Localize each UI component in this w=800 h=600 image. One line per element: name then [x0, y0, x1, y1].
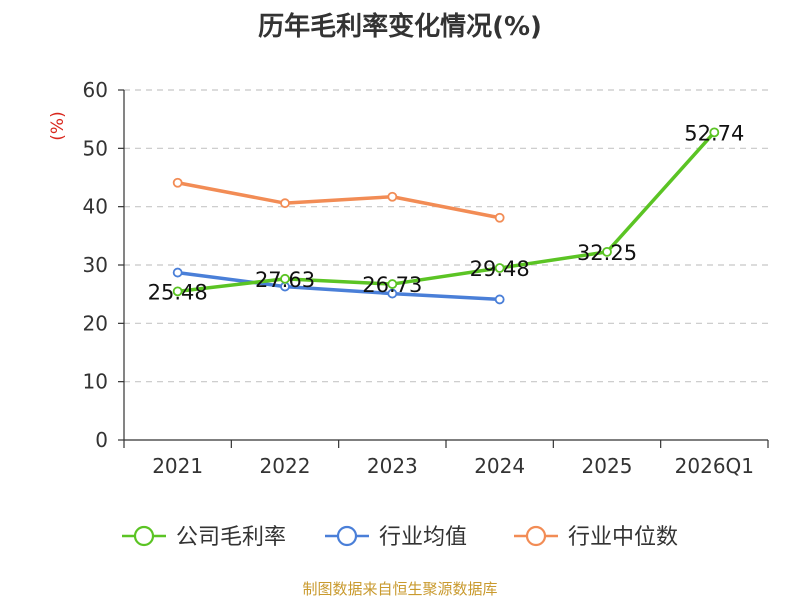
legend-marker — [525, 525, 547, 547]
data-point — [387, 288, 398, 299]
grid-lines — [124, 89, 768, 383]
y-tick-label: 60 — [83, 78, 108, 102]
series-line-2 — [177, 270, 500, 302]
legend-label[interactable]: 公司毛利率 — [176, 525, 286, 550]
data-point — [602, 246, 612, 257]
data-label: 52.74 — [684, 121, 744, 145]
y-tick-label: 0 — [95, 428, 108, 452]
data-label: 27.63 — [255, 268, 315, 292]
data-labels: 25.48 27.63 26.73 29.48 32.25 52.74 — [148, 121, 745, 304]
data-point — [494, 263, 505, 273]
legend-marker — [336, 525, 358, 547]
data-point — [172, 267, 183, 278]
series-points — [172, 127, 720, 305]
data-label: 26.73 — [362, 273, 422, 297]
data-source-note: 制图数据来自恒生聚源数据库 — [302, 580, 498, 598]
y-tick-label: 10 — [83, 370, 108, 394]
legend-label[interactable]: 行业中位数 — [568, 525, 678, 550]
data-point — [280, 273, 290, 284]
data-label: 25.48 — [148, 280, 208, 304]
data-point — [709, 127, 720, 138]
series-lines — [177, 131, 716, 302]
series-line-1 — [177, 131, 716, 294]
legend: 公司毛利率 行业均值 行业中位数 — [122, 525, 678, 550]
legend-marker — [133, 525, 155, 547]
axes — [118, 89, 769, 448]
data-point — [494, 212, 505, 223]
data-point — [494, 294, 505, 305]
data-label: 29.48 — [470, 257, 530, 281]
x-tick-label: 2022 — [260, 454, 311, 478]
x-tick-label: 2024 — [474, 454, 525, 478]
data-point — [387, 279, 398, 289]
data-point — [387, 191, 398, 202]
data-label: 32.25 — [577, 241, 637, 265]
y-tick-label: 50 — [83, 136, 108, 160]
x-tick-label: 2021 — [152, 454, 203, 478]
y-tick-label: 40 — [83, 195, 108, 219]
legend-label[interactable]: 行业均值 — [379, 525, 467, 550]
x-tick-label: 2023 — [367, 454, 418, 478]
y-tick-label: 20 — [83, 311, 108, 335]
x-axis-tick-labels: 2021 2022 2023 2024 2025 2026Q1 — [152, 454, 754, 478]
y-axis-tick-labels: 0 10 20 30 40 50 60 — [83, 78, 108, 452]
y-axis-unit-label: (%) — [48, 111, 68, 140]
data-point — [172, 177, 183, 188]
data-point — [172, 286, 183, 297]
chart-title: 历年毛利率变化情况(%) — [258, 12, 542, 42]
data-point — [280, 198, 290, 209]
x-tick-label: 2026Q1 — [675, 454, 754, 478]
series-line-3 — [177, 181, 501, 220]
y-tick-label: 30 — [83, 253, 108, 277]
x-tick-label: 2025 — [582, 454, 633, 478]
